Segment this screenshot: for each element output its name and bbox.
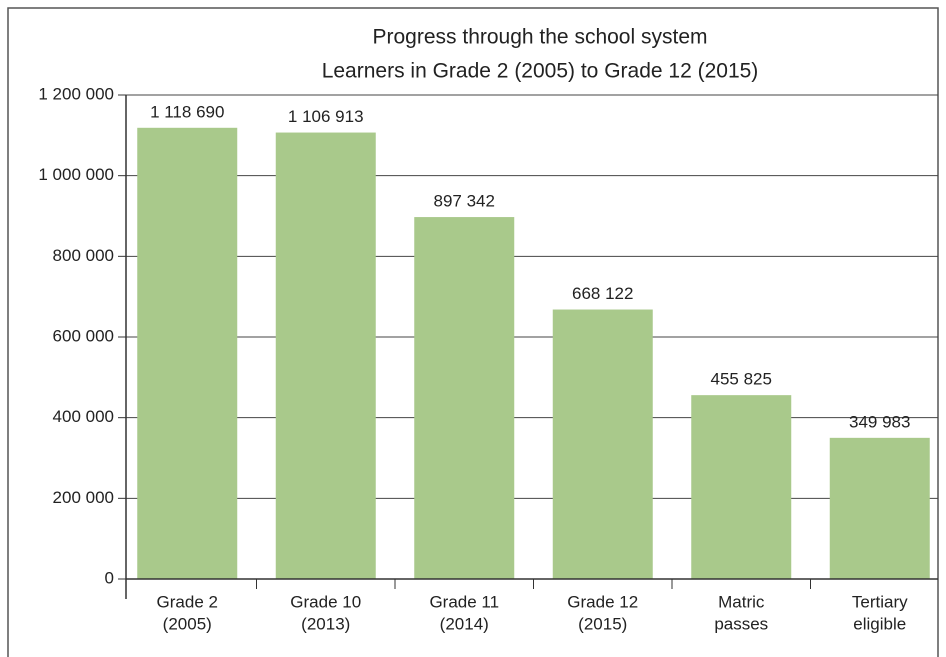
x-tick-label: (2013) [301,614,350,633]
y-tick-label: 600 000 [53,326,114,345]
frame [7,7,939,657]
x-tick-label: (2015) [578,614,627,633]
x-tick-label: Grade 10 [290,592,361,611]
bar [552,309,653,579]
x-tick-label: passes [714,614,768,633]
y-tick-label: 0 [105,568,114,587]
value-label: 349 983 [849,412,910,431]
y-tick-label: 1 200 000 [38,84,114,103]
bar [414,217,515,579]
y-tick-label: 800 000 [53,246,114,265]
chart-subtitle: Learners in Grade 2 (2005) to Grade 12 (… [322,60,759,83]
y-tick-label: 200 000 [53,488,114,507]
x-tick-label: (2014) [440,614,489,633]
x-tick-label: Grade 12 [567,592,638,611]
chart-title: Progress through the school system [373,26,708,49]
bar [691,395,792,579]
y-tick-label: 1 000 000 [38,165,114,184]
bar [275,132,376,579]
value-label: 897 342 [434,192,495,211]
y-tick-label: 400 000 [53,407,114,426]
x-tick-label: (2005) [163,614,212,633]
value-label: 1 106 913 [288,107,364,126]
x-tick-label: eligible [853,614,906,633]
bar [137,127,238,579]
x-tick-label: Grade 11 [429,592,499,611]
x-tick-label: Tertiary [852,592,908,611]
x-tick-label: Grade 2 [157,592,218,611]
value-label: 1 118 690 [150,102,224,121]
bar [829,437,930,579]
x-tick-label: Matric [718,592,765,611]
value-label: 668 122 [572,284,633,303]
value-label: 455 825 [711,370,772,389]
